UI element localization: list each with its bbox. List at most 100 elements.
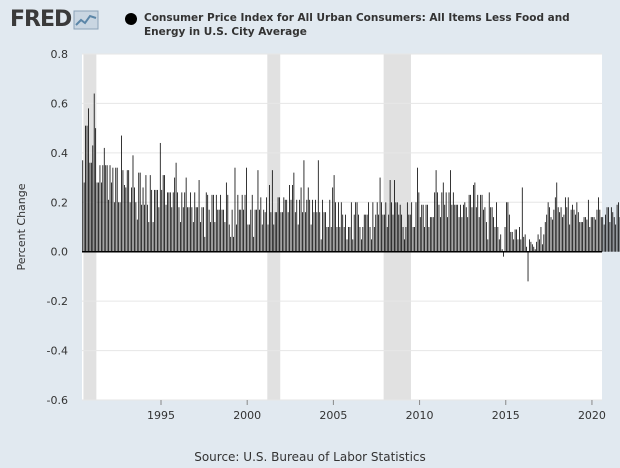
- bar: [250, 209, 252, 252]
- bar: [454, 204, 456, 252]
- bar: [602, 217, 604, 252]
- bar: [82, 160, 84, 252]
- bar: [116, 167, 118, 252]
- bar: [312, 199, 313, 252]
- bar: [462, 204, 464, 252]
- x-tick-label: 2005: [319, 409, 347, 422]
- fred-logo[interactable]: FRED: [10, 8, 99, 32]
- bar: [266, 197, 267, 252]
- bar: [281, 212, 283, 252]
- bar: [465, 207, 467, 252]
- bar: [185, 177, 187, 252]
- bar: [498, 239, 500, 252]
- bar: [335, 202, 336, 252]
- bar: [455, 204, 457, 252]
- bar: [309, 199, 311, 252]
- bar: [300, 187, 302, 252]
- bar: [142, 187, 144, 252]
- bar: [590, 217, 592, 252]
- bar: [612, 212, 614, 252]
- bar: [496, 202, 497, 252]
- bar: [343, 227, 345, 252]
- bar: [391, 202, 392, 252]
- bar: [386, 227, 388, 252]
- bar: [119, 202, 121, 252]
- bar: [349, 227, 351, 252]
- y-tick-label: 0.0: [51, 246, 69, 259]
- bar: [207, 194, 209, 252]
- bar: [593, 217, 595, 252]
- bar: [217, 209, 219, 252]
- bar: [483, 209, 484, 252]
- bar: [319, 212, 321, 252]
- bar: [460, 204, 461, 252]
- bar: [168, 192, 170, 252]
- bar: [564, 197, 566, 252]
- bar: [477, 194, 479, 252]
- bar: [557, 207, 559, 252]
- bar: [181, 192, 183, 252]
- bar: [129, 202, 131, 252]
- bar: [340, 202, 342, 252]
- bar: [293, 172, 295, 252]
- bar: [585, 217, 586, 252]
- bar: [197, 207, 199, 252]
- bar: [188, 207, 190, 252]
- bar: [513, 239, 515, 252]
- bar: [294, 212, 296, 252]
- bar: [122, 170, 124, 252]
- bar: [352, 239, 354, 252]
- bar: [609, 222, 611, 252]
- bar: [254, 209, 256, 252]
- bar: [543, 234, 545, 252]
- bar: [493, 217, 494, 252]
- bar: [356, 202, 358, 252]
- bar: [372, 202, 374, 252]
- bar: [452, 192, 454, 252]
- bar: [178, 207, 180, 252]
- bar: [280, 212, 282, 252]
- bar: [419, 217, 421, 252]
- bar: [471, 207, 473, 252]
- bar: [494, 227, 496, 252]
- bar: [135, 202, 137, 252]
- bar: [373, 227, 375, 252]
- bar: [243, 209, 244, 252]
- bar: [348, 227, 349, 252]
- bar: [461, 217, 463, 252]
- bar: [233, 236, 234, 252]
- y-axis-label: Percent Change: [15, 183, 28, 270]
- bar: [292, 184, 293, 252]
- bar: [401, 214, 403, 252]
- bar: [500, 234, 502, 252]
- bar: [368, 202, 369, 252]
- bar: [297, 224, 299, 252]
- bar: [244, 194, 246, 252]
- bar: [405, 227, 407, 252]
- bar: [210, 222, 211, 252]
- bar: [369, 227, 371, 252]
- bar: [172, 192, 174, 252]
- bar: [302, 212, 303, 252]
- bar: [326, 227, 328, 252]
- bar: [559, 212, 561, 252]
- bar: [256, 209, 257, 252]
- x-tick-label: 2020: [578, 409, 606, 422]
- bar: [103, 147, 105, 252]
- bar: [325, 212, 326, 252]
- bar: [575, 214, 576, 252]
- bar: [549, 207, 550, 252]
- bar: [458, 217, 460, 252]
- bar: [198, 180, 200, 252]
- bar: [157, 189, 158, 252]
- bar: [570, 209, 572, 252]
- bar: [269, 184, 270, 252]
- bar: [345, 214, 346, 252]
- bar: [128, 170, 130, 252]
- bar: [432, 217, 434, 252]
- bar: [89, 162, 91, 252]
- bar: [102, 165, 104, 252]
- bar: [148, 222, 150, 252]
- bar: [267, 224, 269, 252]
- bar: [511, 231, 513, 252]
